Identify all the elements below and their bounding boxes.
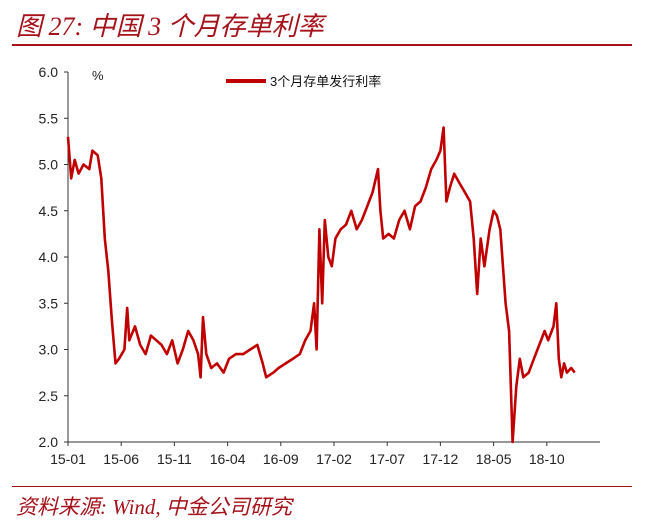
- y-tick-label: 6.0: [39, 64, 59, 80]
- y-tick-label: 5.0: [39, 157, 59, 173]
- y-tick-label: 2.5: [39, 388, 59, 404]
- x-tick-label: 16-04: [210, 451, 246, 467]
- x-tick-label: 15-06: [103, 451, 139, 467]
- y-axis-unit: %: [92, 68, 104, 83]
- y-tick-label: 3.0: [39, 342, 59, 358]
- x-tick-label: 15-01: [50, 451, 86, 467]
- x-tick-label: 17-12: [422, 451, 458, 467]
- y-tick-label: 3.5: [39, 295, 59, 311]
- series-group: [66, 126, 576, 444]
- x-tick-label: 17-07: [369, 451, 405, 467]
- line-chart: 6.05.55.04.54.03.53.02.52.0 15-01 15-06 15…: [39, 64, 600, 467]
- y-axis-ticks: 6.0 5.5 5.0 4.5 4.0 3.5 3.0 2.5 2.0: [39, 64, 68, 450]
- legend-label: 3个月存单发行利率: [270, 74, 381, 89]
- source-note: 资料来源: Wind, 中金公司研究: [16, 495, 292, 519]
- x-axis-ticks: 15-01 15-06 15-11 16-04 16-09 17-02 17-07 17-12…: [50, 442, 565, 467]
- y-tick-label: 5.5: [39, 110, 59, 126]
- source-divider: [12, 486, 632, 487]
- chart-figure-title: 图 27: 中国 3 个月存单利率: [16, 12, 324, 41]
- chart-legend: 3个月存单发行利率: [226, 74, 381, 89]
- x-tick-label: 18-10: [529, 451, 565, 467]
- title-divider: [12, 44, 632, 46]
- series-line: [66, 126, 576, 444]
- x-tick-label: 18-05: [476, 451, 512, 467]
- y-tick-label: 4.0: [39, 249, 59, 265]
- y-tick-label: 2.0: [39, 434, 59, 450]
- x-tick-label: 17-02: [316, 451, 352, 467]
- y-tick-label: 4.5: [39, 203, 59, 219]
- x-tick-label: 15-11: [157, 451, 192, 467]
- x-tick-label: 16-09: [263, 451, 299, 467]
